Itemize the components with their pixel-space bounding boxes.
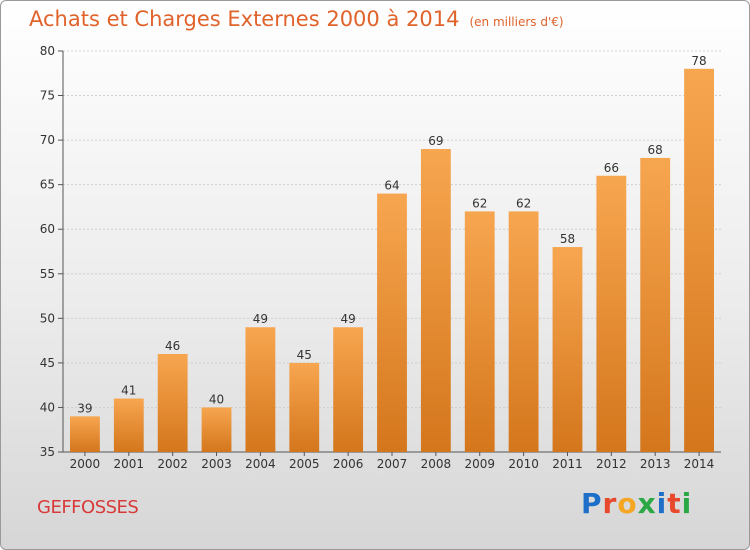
y-tick-label: 75	[40, 89, 55, 103]
value-label-2012: 66	[604, 161, 619, 175]
bar-2001	[113, 398, 144, 452]
y-tick-label: 80	[40, 44, 55, 58]
bar-2013	[640, 157, 671, 452]
x-tick-label-2001: 2001	[114, 457, 145, 471]
x-tick-label-2013: 2013	[640, 457, 671, 471]
bar-2009	[464, 211, 495, 452]
x-tick-label-2000: 2000	[70, 457, 101, 471]
y-tick-label: 65	[40, 178, 55, 192]
y-tick-label: 60	[40, 222, 55, 236]
value-label-2005: 45	[297, 348, 312, 362]
value-label-2003: 40	[209, 392, 224, 406]
value-label-2001: 41	[121, 384, 136, 398]
y-tick-labels: 35 40 45 50 55 60 65 70 75 80	[40, 44, 55, 459]
value-label-2010: 62	[516, 196, 531, 210]
chart-subtitle: (en milliers d'€)	[469, 15, 564, 29]
logo-letter: r	[602, 487, 618, 520]
x-tick-label-2005: 2005	[289, 457, 320, 471]
x-tick-label-2006: 2006	[333, 457, 364, 471]
value-label-2011: 58	[560, 232, 575, 246]
x-tick-label-2012: 2012	[596, 457, 627, 471]
x-tick-label-2010: 2010	[508, 457, 539, 471]
bar-2004	[245, 327, 276, 452]
bar-2002	[157, 353, 188, 452]
y-tick-label: 55	[40, 267, 55, 281]
bar-2014	[684, 68, 714, 453]
logo-letter: i	[656, 487, 668, 520]
bar-2007	[377, 193, 407, 453]
bar-2010	[508, 211, 539, 452]
bar-2012	[596, 175, 627, 452]
bar-2005	[289, 362, 320, 452]
bar-2008	[420, 149, 451, 452]
bar-2003	[201, 407, 232, 452]
y-tick-label: 50	[40, 311, 55, 325]
value-label-2013: 68	[648, 143, 663, 157]
bar-2000	[70, 416, 100, 452]
value-labels: 39 41 46 40 49 45 49 64 69 62 62 58 66 68 78	[77, 54, 706, 416]
value-label-2000: 39	[77, 401, 92, 415]
logo-letter: o	[617, 487, 638, 520]
bar-2011	[552, 247, 583, 452]
x-tick-label-2007: 2007	[377, 457, 408, 471]
x-tick-label-2011: 2011	[552, 457, 583, 471]
y-tick-label: 40	[40, 400, 55, 414]
y-tick-label: 45	[40, 356, 55, 370]
logo-letter: x	[637, 487, 657, 520]
y-tick-label: 70	[40, 133, 55, 147]
logo-letter: t	[667, 487, 682, 520]
chart-title: Achats et Charges Externes 2000 à 2014 (e…	[29, 7, 564, 31]
x-tick-label-2003: 2003	[201, 457, 232, 471]
x-tick-label-2009: 2009	[464, 457, 495, 471]
value-label-2004: 49	[253, 312, 268, 326]
bars	[70, 68, 714, 453]
value-label-2009: 62	[472, 196, 487, 210]
logo-letter: P	[581, 487, 603, 520]
x-tick-label-2004: 2004	[245, 457, 276, 471]
value-label-2008: 69	[428, 134, 443, 148]
x-tick-label-2002: 2002	[157, 457, 188, 471]
value-label-2006: 49	[340, 312, 355, 326]
chart-title-text: Achats et Charges Externes 2000 à 2014	[29, 7, 460, 31]
y-tick-label: 35	[40, 445, 55, 459]
x-tick-label-2008: 2008	[421, 457, 452, 471]
proxiti-logo: Proxiti	[581, 487, 692, 520]
x-tick-labels: 2000 2001 2002 2003 2004 2005 2006 2007 2008 2009…	[70, 457, 715, 471]
logo-letter: i	[681, 487, 693, 520]
value-label-2014: 78	[691, 54, 706, 68]
x-tick-label-2014: 2014	[684, 457, 715, 471]
value-label-2007: 64	[384, 179, 399, 193]
city-name: GEFFOSSES	[37, 497, 139, 518]
bar-2006	[333, 327, 364, 452]
value-label-2002: 46	[165, 339, 180, 353]
